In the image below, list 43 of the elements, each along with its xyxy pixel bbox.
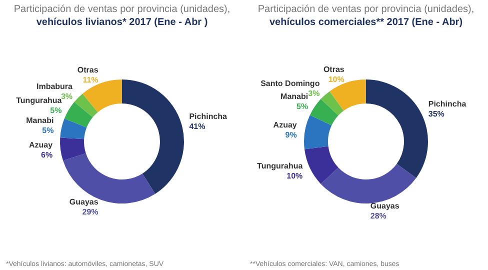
- data-label: 41%: [189, 122, 206, 131]
- slice-label: Santo Domingo: [260, 78, 320, 88]
- donut-slice: [60, 118, 87, 140]
- data-label: 28%: [370, 211, 386, 220]
- donut-slice: [64, 102, 93, 128]
- data-label: 10%: [286, 171, 303, 180]
- data-label: 3%: [60, 92, 73, 102]
- slice-label: Otras: [77, 66, 99, 75]
- slice-label: Guayas: [69, 197, 99, 206]
- slice-label: Manabi: [26, 116, 54, 126]
- slice-label: Azuay: [28, 140, 54, 150]
- data-label: 6%: [40, 150, 53, 160]
- slice-label: Otras: [323, 64, 345, 74]
- chart-subtitle: vehículos livianos* 2017 (Ene - Abr ): [36, 17, 208, 28]
- slice-label: Pichincha: [189, 112, 228, 121]
- data-label: 11%: [82, 76, 98, 85]
- data-label: 5%: [50, 106, 62, 115]
- slice-label: Manabi: [280, 92, 308, 102]
- chart-title: Participación de ventas por provincia (unidades),: [258, 4, 474, 15]
- donut-slice: [366, 80, 428, 178]
- donut-slice: [304, 115, 332, 150]
- donut-slice: [320, 91, 344, 116]
- data-label: 10%: [328, 74, 344, 84]
- data-label: 3%: [308, 88, 320, 98]
- slice-label: Guayas: [370, 201, 400, 210]
- slice-label: Tungurahua: [16, 96, 62, 105]
- slice-label: Tungurahua: [257, 161, 304, 170]
- chart-title: Participación de ventas por provincia (unidades),: [14, 4, 230, 15]
- slice-label: Azuay: [273, 120, 298, 130]
- data-label: 5%: [42, 126, 54, 136]
- data-label: 29%: [82, 207, 98, 216]
- data-label: 5%: [296, 102, 308, 112]
- data-label: 35%: [428, 110, 444, 119]
- donut-slice: [122, 80, 184, 194]
- donut-slice: [74, 94, 98, 118]
- donut-slice: [304, 146, 338, 184]
- data-label: 9%: [285, 130, 297, 140]
- donut-slice: [60, 138, 86, 161]
- donut-slice: [320, 164, 416, 204]
- donut-slice: [310, 99, 338, 126]
- slice-label: Pichincha: [428, 100, 467, 109]
- slice-label: Imbabura: [36, 82, 74, 92]
- chart-subtitle: vehículos comerciales** 2017 (Ene - Abr): [269, 17, 463, 28]
